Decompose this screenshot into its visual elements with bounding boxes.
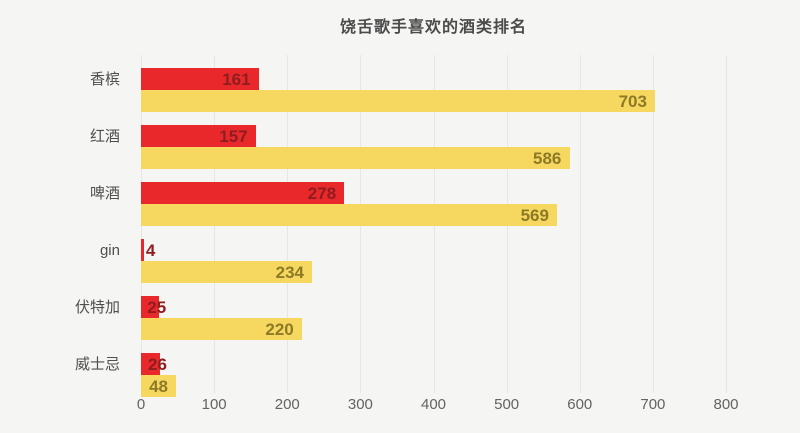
bar-red-series — [141, 239, 144, 261]
bar-value-label: 569 — [520, 206, 549, 225]
bar-value-label: 161 — [222, 70, 251, 89]
bar-red-series — [141, 182, 345, 204]
x-tick-label: 0 — [136, 396, 146, 413]
bar-value-label: 234 — [275, 263, 304, 282]
x-tick-label: 100 — [201, 396, 227, 413]
bar-yellow-series — [141, 147, 570, 169]
gridline — [652, 55, 654, 393]
bar-red-series — [141, 68, 259, 90]
bar-red-series — [141, 125, 256, 147]
bar-value-label: 4 — [145, 241, 156, 260]
bar-value-label: 703 — [618, 92, 647, 111]
category-label: 啤酒 — [89, 185, 120, 202]
bar-value-label: 26 — [148, 355, 167, 374]
x-tick-label: 800 — [713, 396, 739, 413]
bar-red-series — [141, 296, 160, 318]
bar-value-label: 278 — [307, 184, 337, 203]
bar-yellow-series — [141, 90, 656, 112]
bar-yellow-series — [141, 375, 177, 397]
chart-title: 饶舌歌手喜欢的酒类排名 — [339, 19, 527, 36]
bar-value-label: 586 — [533, 149, 562, 168]
bar-yellow-series — [141, 261, 313, 283]
category-label: 伏特加 — [74, 299, 120, 316]
category-label: gin — [99, 242, 120, 259]
x-tick-label: 600 — [567, 396, 593, 413]
bar-yellow-series — [141, 204, 558, 226]
bar-red-series — [141, 353, 160, 375]
x-tick-label: 500 — [494, 396, 520, 413]
bar-value-label: 157 — [219, 127, 248, 146]
bar-yellow-series — [141, 318, 302, 340]
category-label: 威士忌 — [74, 356, 120, 373]
x-tick-label: 200 — [274, 396, 300, 413]
bar-value-label: 48 — [149, 377, 169, 396]
plot-area: 0 100 200 300 400 500 600 700 800 161 703 157 586 278… — [137, 55, 739, 413]
gridline — [726, 55, 727, 393]
category-label: 红酒 — [89, 128, 120, 145]
bar-value-label: 25 — [147, 298, 167, 317]
category-label: 香槟 — [89, 71, 120, 88]
bar-value-label: 220 — [265, 320, 294, 339]
x-tick-label: 300 — [347, 396, 373, 413]
gridline — [579, 55, 581, 393]
x-tick-label: 700 — [640, 396, 666, 413]
x-tick-label: 400 — [420, 396, 447, 413]
